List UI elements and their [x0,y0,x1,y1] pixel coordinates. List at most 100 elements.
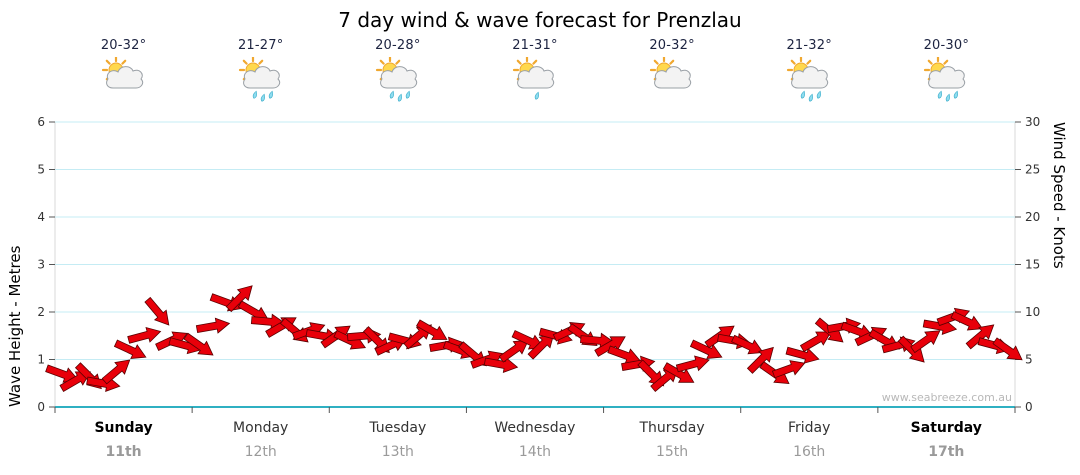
wind-barb [910,330,941,354]
temperature-range: 21-27° [237,38,284,53]
wind-barb-arrow [225,285,253,313]
wind-barb-arrow [527,332,555,360]
temperature-range: 21-32° [786,38,832,53]
right-tick-label: 5 [1025,353,1033,367]
weather-icon-partly-cloudy [649,57,692,89]
chart-title: 7 day wind & wave forecast for Prenzlau [338,8,742,32]
wind-barb [965,324,995,350]
day-label-thursday: Thursday [639,420,705,436]
forecast-day-wednesday: 21-31° [466,38,603,107]
wind-barb [731,334,764,355]
left-tick-label: 4 [37,210,45,224]
date-label: 15th [655,444,689,460]
wind-barb [689,339,723,359]
left-tick-label: 2 [37,305,45,319]
wind-barb [675,355,710,373]
day-label-monday: Monday [233,420,289,436]
day-label-wednesday: Wednesday [494,420,576,436]
wind-barb [771,360,806,379]
wind-barb [113,339,147,359]
left-tick-label: 6 [37,115,45,129]
weather-icon-rain [924,57,966,102]
temperature-range: 20-30° [923,38,970,53]
date-label: 16th [793,444,826,460]
left-tick-label: 0 [37,400,45,414]
weather-icon-wrap [604,57,741,107]
forecast-icons-row: 20-32° 21-27° 20-28° 21-31° 20-32° 21-32° 20-3… [55,38,1015,107]
forecast-day-saturday: 20-30° [878,38,1015,107]
wind-barb [195,317,231,334]
forecast-day-monday: 21-27° [192,38,329,107]
right-tick-label: 25 [1025,163,1040,177]
wind-barb-arrow [183,332,214,356]
date-label: 14th [518,444,552,460]
date-label: 17th [928,444,965,460]
wind-barb-arrow [127,326,162,344]
wind-barb [950,311,984,331]
wind-barb [662,362,695,383]
wind-barb [799,331,832,353]
weather-icon-wrap [878,57,1015,107]
day-label-sunday: Sunday [94,420,153,436]
wind-barb [127,326,162,344]
wind-barb-arrow [731,334,764,355]
wind-barb [415,319,448,340]
right-tick-label: 30 [1025,115,1040,129]
wind-barb-arrow [675,355,710,373]
wind-barb [785,346,820,364]
weather-icon-rain [238,57,280,102]
weather-icon-wrap [55,57,192,107]
wind-barb [225,285,253,313]
wind-barb [527,332,555,360]
wind-barb-arrow [195,317,231,334]
wind-barb-arrow [910,330,941,354]
temperature-range: 20-28° [375,38,421,53]
right-tick-label: 20 [1025,210,1040,224]
wind-barb-arrow [992,337,1023,361]
right-tick-label: 10 [1025,305,1040,319]
forecast-day-thursday: 20-32° [604,38,741,107]
wind-barb [101,359,131,385]
wind-barb [746,346,774,374]
wind-barb [992,337,1023,361]
forecast-day-sunday: 20-32° [55,38,192,107]
temperature-range: 20-32° [649,38,695,53]
weather-icon-rain [375,57,417,102]
weather-icon-partly-cloudy [101,57,143,89]
temperature-range: 21-31° [512,38,558,53]
wind-barb-arrow [113,339,147,359]
left-tick-label: 1 [37,353,45,367]
right-tick-label: 0 [1025,400,1033,414]
weather-icon-wrap [329,57,466,107]
wind-barb-arrow [689,339,723,359]
left-axis-title: Wave Height - Metres [6,245,24,407]
day-label-saturday: Saturday [910,420,982,436]
forecast-day-friday: 21-32° [741,38,878,107]
weather-icon-rain [787,57,829,102]
wind-barb [183,332,214,356]
day-label-friday: Friday [787,420,831,436]
temperature-range: 20-32° [100,38,147,53]
wind-barb-arrow [662,362,695,383]
wind-barb [144,296,170,326]
wind-barb-arrow [746,346,774,374]
watermark: www.seabreeze.com.au [881,391,1012,404]
wind-barb-arrow [144,296,170,326]
weather-icon-wrap [466,57,603,107]
date-label: 13th [381,444,414,460]
wind-barb-arrow [965,324,995,350]
left-tick-label: 3 [37,258,45,272]
forecast-day-tuesday: 20-28° [329,38,466,107]
right-axis-title: Wind Speed - Knots [1050,122,1068,269]
wind-barb [498,339,529,363]
day-label-tuesday: Tuesday [369,420,427,436]
weather-icon-light-rain [512,57,555,100]
wind-barb-arrow [950,311,984,331]
wind-barb-arrow [785,346,820,364]
wind-barb-arrow [415,319,448,340]
date-label: 11th [105,444,142,460]
wind-barb-arrow [771,360,806,379]
x-axis-day-names: Sunday Monday Tuesday Wednesday Thursday Frid… [55,420,1015,436]
